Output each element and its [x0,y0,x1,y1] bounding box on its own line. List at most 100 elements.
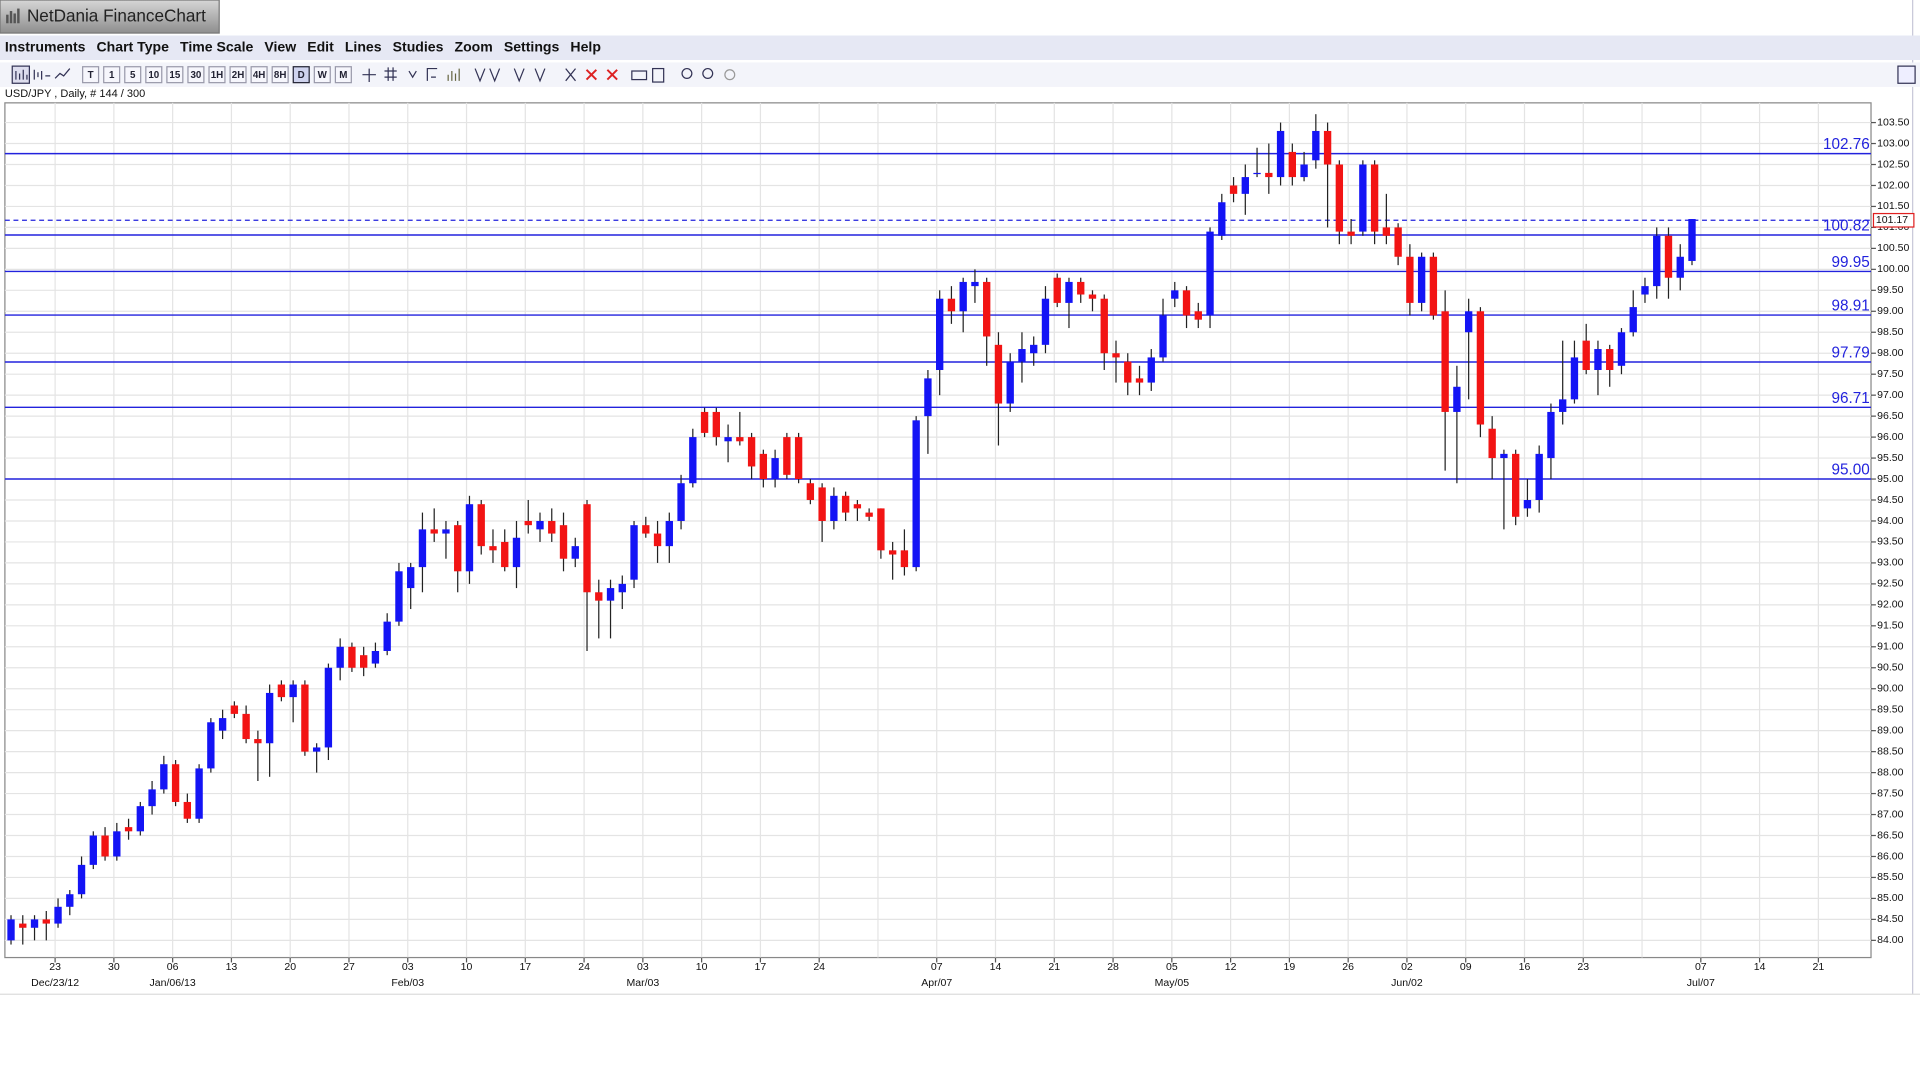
menu-item[interactable]: Chart Type [96,38,169,54]
y-tick-label: 96.00 [1877,431,1903,443]
timescale-buttons: T 1 5 10 15 30 1H 2H 4H 8H D W M [82,66,352,84]
delete-all-icon[interactable] [606,69,618,81]
menu-bar [0,35,1920,60]
menu-item[interactable]: Studies [393,38,444,54]
x-month-label: Jul/07 [1687,977,1715,989]
panel-button[interactable] [1897,65,1916,84]
y-tick-label: 97.00 [1877,389,1903,401]
candle-body [1359,164,1367,232]
print-icon[interactable] [631,70,648,81]
arrow-icon[interactable] [408,70,417,79]
x-tick-label: 03 [402,961,414,973]
candle-body [501,541,509,568]
timescale-label[interactable]: T [88,70,94,81]
timescale-button[interactable] [208,66,226,84]
candle-body [230,705,239,714]
candle-body [7,919,15,941]
menu-item[interactable]: Edit [307,38,334,54]
timescale-label[interactable]: 4H [253,70,266,81]
y-tick-label: 86.00 [1877,850,1903,862]
x-tick-label: 23 [1577,961,1589,973]
menu-item[interactable]: Time Scale [180,38,253,54]
crosshair-icon[interactable] [362,68,376,83]
x-tick-label: 13 [226,961,238,973]
timescale-label[interactable]: 10 [148,70,159,81]
timescale-button[interactable] [271,66,289,84]
timescale-button[interactable] [229,66,247,84]
plot: 84.00 84.50 85.00 85.50 86.00 86.50 87.00 87.50… [4,102,1915,989]
candle-body [1124,361,1132,383]
chart-type-button[interactable] [11,65,30,84]
candle-body [1547,411,1555,459]
candle-body [1664,235,1673,278]
timescale-button[interactable] [334,66,352,84]
candle-body [877,508,885,551]
menu-item[interactable]: Instruments [5,38,86,54]
timescale-button[interactable] [82,66,100,84]
menu-item[interactable]: Lines [345,38,382,54]
candle-body [1276,130,1285,178]
zoom-reset-icon[interactable] [724,69,736,81]
axis-icon[interactable] [426,67,438,81]
zoom-out-icon[interactable] [702,67,714,79]
y-tick-label: 88.00 [1877,766,1903,778]
timescale-label[interactable]: 2H [232,70,245,81]
candle-body [265,692,274,744]
candle-icon[interactable] [33,69,51,80]
timescale-label[interactable]: 1 [109,70,115,81]
timescale-button[interactable] [145,66,163,84]
timescale-label[interactable]: 5 [130,70,136,81]
bar-icon[interactable] [15,69,28,80]
timescale-label[interactable]: W [318,70,328,81]
x-tick-label: 26 [1342,961,1354,973]
candle-body [1653,235,1661,287]
x-tick-label: 05 [1166,961,1178,973]
menu-item[interactable]: Settings [504,38,560,54]
level-label: 95.00 [1832,462,1870,479]
timescale-label[interactable]: D [298,70,305,81]
candle-body [383,621,391,651]
last-price-box [1872,212,1915,228]
timescale-label[interactable]: M [339,70,347,81]
line-icon[interactable] [54,68,71,79]
zoom-in-icon[interactable] [681,67,693,79]
candle-body [218,718,227,731]
timescale-button[interactable] [292,66,310,84]
x-tick-label: 14 [1754,961,1766,973]
last-price-label: 101.17 [1876,214,1908,226]
level-label: 96.71 [1832,390,1870,407]
candle-body [606,588,615,601]
menu-item[interactable]: Help [570,38,601,54]
grid-icon[interactable] [384,67,397,81]
x-tick-label: 17 [519,961,531,973]
x-tick-label: 14 [990,961,1002,973]
candle-body [371,650,380,664]
candle-body [77,864,86,895]
x-tick-label: 23 [49,961,61,973]
volume-icon[interactable] [447,68,460,81]
timescale-button[interactable] [103,66,121,84]
timescale-button[interactable] [187,66,205,84]
menu-item[interactable]: View [264,38,296,54]
candle-body [1370,164,1379,232]
candle-body [783,437,791,475]
timescale-button[interactable] [166,66,184,84]
timescale-button[interactable] [124,66,142,84]
level-label: 99.95 [1832,254,1870,271]
timescale-label[interactable]: 1H [211,70,224,81]
candle-body [1582,340,1590,371]
delete-line-icon[interactable] [565,68,576,82]
study-icons[interactable] [474,68,546,83]
timescale-label[interactable]: 30 [190,70,201,81]
y-tick-label: 103.50 [1877,116,1909,128]
timescale-button[interactable] [313,66,331,84]
timescale-label[interactable]: 8H [274,70,287,81]
chart-info: USD/JPY , Daily, # 144 / 300 [5,88,145,100]
candle-body [442,529,450,534]
menu-item[interactable]: Zoom [454,38,492,54]
timescale-label[interactable]: 15 [169,70,180,81]
timescale-button[interactable] [250,66,268,84]
preview-icon[interactable] [652,67,665,83]
delete-icon[interactable] [585,69,598,81]
x-tick-label: 24 [578,961,590,973]
